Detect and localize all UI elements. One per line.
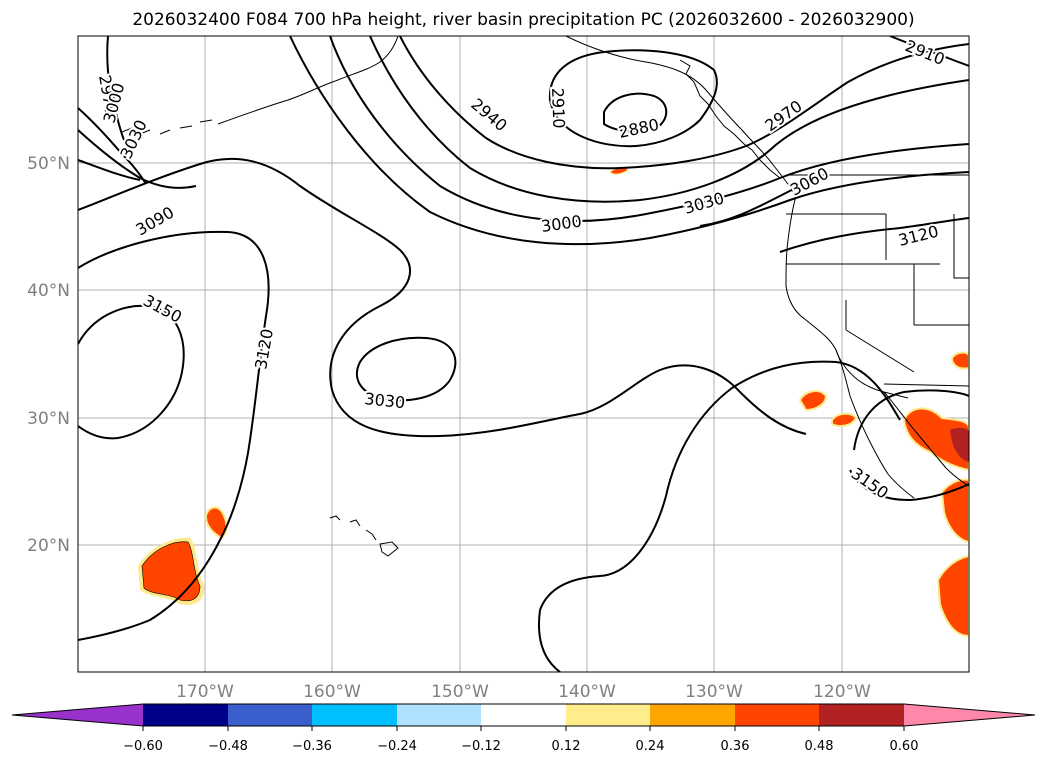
contour-2940: [399, 36, 969, 170]
lon-label: 160°W: [303, 682, 361, 702]
colorbar-segment: [397, 704, 481, 726]
lon-label: 140°W: [558, 682, 616, 702]
height-contours: [78, 36, 969, 672]
precip-blob-baja-a: [798, 390, 828, 412]
colorbar-segment: [312, 704, 397, 726]
colorbar-segment: [481, 704, 566, 726]
colorbar-segment: [566, 704, 650, 726]
colorbar: −0.60 −0.48 −0.36 −0.24 −0.12 0.12 0.24 …: [11, 703, 1036, 754]
coast-alaska-gulf: [565, 36, 797, 197]
precip-blob-mexico-south: [936, 554, 969, 638]
coastlines: [121, 36, 969, 557]
contour-3150: [78, 304, 185, 440]
colorbar-tick-label: −0.48: [208, 739, 248, 754]
map-frame: [77, 35, 970, 673]
colorbar-tick-label: −0.24: [377, 739, 417, 754]
state-borders: [786, 213, 969, 373]
border-us-mexico: [883, 383, 969, 387]
lon-label: 170°W: [176, 682, 234, 702]
latitude-labels: 50°N 40°N 30°N 20°N: [27, 154, 70, 556]
colorbar-tick-label: 0.12: [552, 739, 581, 754]
lat-label: 40°N: [27, 281, 70, 301]
colorbar-segment: [904, 704, 1035, 726]
contour-3120-east: [539, 360, 901, 611]
precip-blob-mexico-north: [902, 407, 969, 472]
contour-3030-closed: [355, 336, 457, 402]
colorbar-segment: [735, 704, 819, 726]
colorbar-tick-label: −0.60: [123, 739, 163, 754]
coast-alaska-peninsula: [217, 36, 399, 125]
coast-baja: [835, 349, 915, 499]
lat-label: 20°N: [27, 536, 70, 556]
contour-3060: [78, 159, 801, 227]
contour-3120-main: [78, 230, 270, 641]
contour-3000-left: [78, 107, 147, 185]
colorbar-segment: [650, 704, 735, 726]
contour-2910-top-right: [889, 36, 969, 67]
longitude-labels: 170°W 160°W 150°W 140°W 130°W 120°W: [176, 682, 871, 702]
lon-label: 120°W: [813, 682, 871, 702]
precip-blob-mexico-mid: [940, 478, 969, 544]
graticule: [78, 36, 969, 672]
coast-aleutians-east: [121, 119, 213, 135]
map-panel: [78, 36, 969, 672]
colorbar-tick-label: 0.24: [636, 739, 665, 754]
contour-2970-left: [106, 36, 125, 141]
colorbar-segment: [228, 704, 312, 726]
contour-3150-east: [849, 389, 969, 502]
colorbar-segment: [819, 704, 904, 726]
precip-blob-mexico-core: [950, 427, 969, 462]
lat-label: 50°N: [27, 154, 70, 174]
colorbar-segment: [12, 704, 143, 726]
contour-2910-ring: [548, 49, 718, 148]
precip-blob-texas: [950, 351, 969, 370]
colorbar-tick-label: −0.12: [461, 739, 501, 754]
lon-label: 150°W: [431, 682, 489, 702]
contour-3030-right: [289, 36, 969, 246]
colorbar-tick-label: 0.60: [890, 739, 919, 754]
contour-3030-left: [78, 129, 197, 189]
colorbar-segment: [143, 704, 228, 726]
hawaii-islands: [329, 515, 399, 557]
colorbar-tick-label: −0.36: [292, 739, 332, 754]
colorbar-tick-label: 0.36: [721, 739, 750, 754]
precip-blob-baja-b: [831, 412, 858, 427]
contour-3120-ne: [779, 217, 969, 253]
map-title: 2026032400 F084 700 hPa height, river ba…: [132, 10, 915, 30]
colorbar-ticks: [142, 726, 905, 731]
contour-3000-right: [329, 36, 969, 222]
precip-blob-hawaii-west-core: [141, 541, 201, 602]
contour-2970-right: [369, 36, 969, 203]
contour-3120-east-b: [538, 609, 561, 672]
contour-2880: [603, 92, 668, 133]
colorbar-tick-label: 0.48: [805, 739, 834, 754]
lat-label: 30°N: [27, 409, 70, 429]
lon-label: 130°W: [685, 682, 743, 702]
contour-3090: [78, 157, 807, 438]
coast-gulf-ca: [883, 391, 969, 487]
contour-label: 2910: [548, 87, 568, 128]
